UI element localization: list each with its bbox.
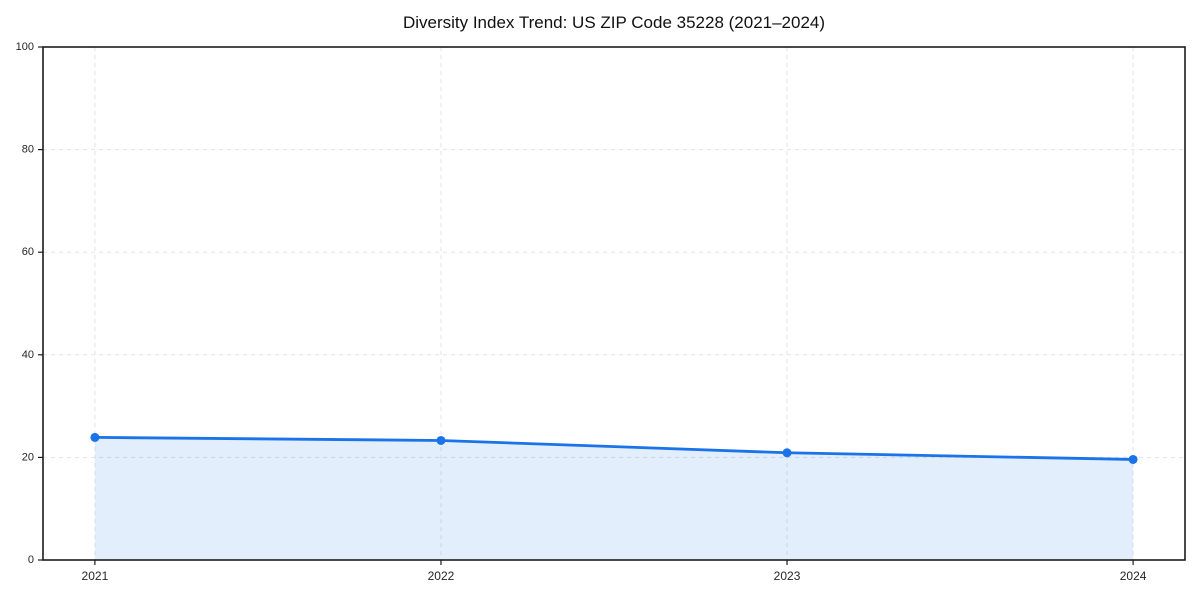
data-point-marker bbox=[90, 432, 100, 442]
x-tick-label: 2024 bbox=[1120, 569, 1147, 583]
data-point-marker bbox=[1128, 454, 1138, 464]
series-area-fill bbox=[94, 437, 1134, 560]
plot-spines bbox=[42, 46, 1186, 561]
x-tick-label: 2022 bbox=[428, 569, 455, 583]
y-tick-label: 80 bbox=[22, 144, 34, 156]
data-point-marker bbox=[436, 435, 446, 445]
y-tick-label: 0 bbox=[28, 554, 34, 566]
series-line bbox=[93, 435, 1135, 461]
y-tick-label: 60 bbox=[22, 246, 34, 258]
chart-title: Diversity Index Trend: US ZIP Code 35228… bbox=[402, 13, 826, 32]
y-tick-label: 20 bbox=[22, 451, 34, 463]
x-tick-label: 2023 bbox=[774, 569, 801, 583]
y-tick-label: 40 bbox=[22, 349, 34, 361]
y-tick-label: 100 bbox=[16, 41, 34, 53]
data-point-marker bbox=[782, 448, 792, 458]
x-tick-label: 2021 bbox=[82, 569, 109, 583]
